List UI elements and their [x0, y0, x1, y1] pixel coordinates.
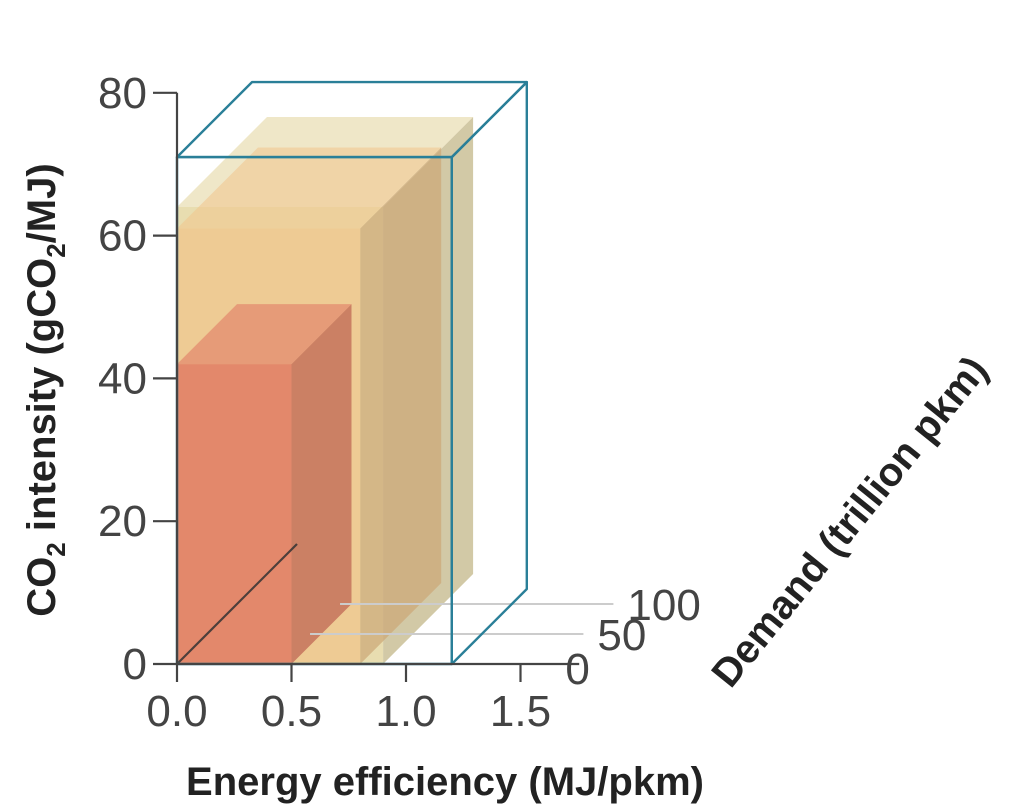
- y-axis-title-part: /MJ): [20, 163, 64, 243]
- y-axis-title-part: intensity (gCO: [20, 258, 64, 542]
- y-tick-label: 20: [98, 497, 147, 546]
- outline-box-side: [450, 80, 528, 666]
- scenario-box-top: [177, 304, 352, 365]
- axes-layer: [153, 91, 580, 682]
- trend-line: [176, 543, 298, 665]
- scenario-box-side: [360, 147, 442, 664]
- y-tick-label: 40: [98, 354, 147, 403]
- scenario-box-side: [291, 304, 352, 664]
- x-tick-label: 1.0: [375, 687, 436, 736]
- y-axis-title-subscript: 2: [41, 542, 71, 556]
- z-tick-label: 50: [597, 611, 646, 660]
- y-tick-label: 60: [98, 212, 147, 261]
- x-tick-label: 0.5: [261, 687, 322, 736]
- z-tick-label: 100: [627, 581, 700, 630]
- x-tick-label: 0.0: [146, 687, 207, 736]
- x-axis-title: Energy efficiency (MJ/pkm): [186, 760, 704, 804]
- trend-line-layer: [176, 543, 298, 665]
- y-axis-title-subscript: 2: [41, 243, 71, 257]
- y-tick-label: 0: [123, 640, 147, 689]
- z-tick-label: 0: [565, 645, 589, 694]
- demand-gridlines: [310, 603, 614, 635]
- scenario-box-front: [177, 364, 292, 664]
- y-axis-title-part: CO: [20, 557, 64, 617]
- x-tick-label: 1.5: [490, 687, 551, 736]
- boxes-layer: [177, 117, 474, 664]
- y-axis-title: CO2 intensity (gCO2/MJ): [20, 163, 71, 616]
- z-axis-title: Demand (trillion pkm): [703, 348, 996, 695]
- y-tick-label: 80: [98, 69, 147, 118]
- scenario-box-top: [177, 147, 442, 229]
- scenario-box: [177, 304, 352, 664]
